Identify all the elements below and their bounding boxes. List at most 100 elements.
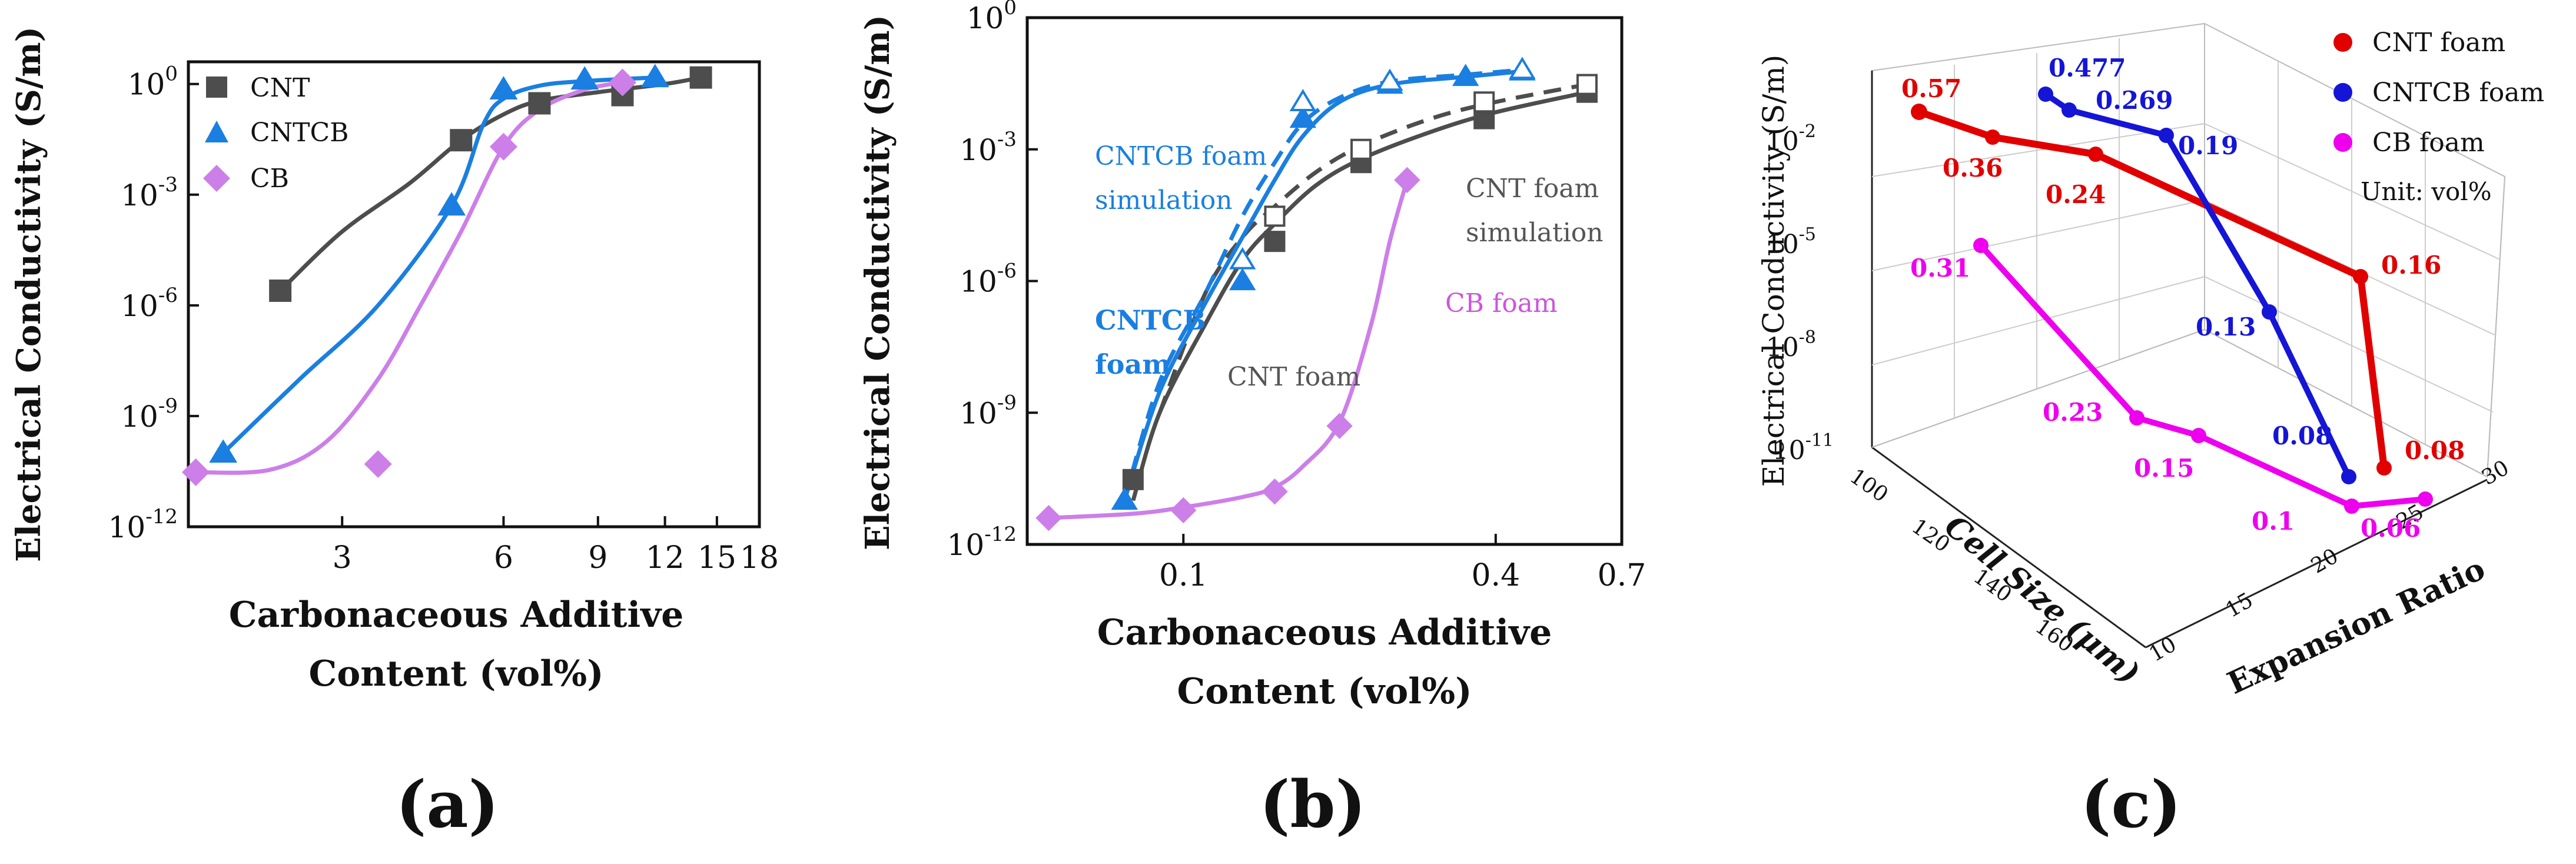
cb-foam-point-3	[2191, 428, 2206, 443]
data-point-cnt-foam-2	[1264, 231, 1286, 252]
cnt-foam-point-4	[2353, 269, 2368, 284]
data-point-cntcb-foam-simulation-1	[1229, 247, 1256, 270]
annotation-cntcb-foam-line2: foam	[1095, 348, 1171, 380]
data-point-cntcb-5	[640, 64, 669, 88]
panel-a-markers	[182, 64, 712, 486]
legend-cb-swatch	[203, 165, 230, 192]
expansion-tick-10: 10	[2145, 632, 2180, 666]
legend-cnt-foam-label: CNT foam	[2372, 28, 2505, 58]
data-point-cntcb-foam-5	[1452, 64, 1479, 87]
panel-label-a: (a)	[396, 766, 499, 842]
data-point-cntcb-4	[570, 66, 599, 90]
legend-cnt-label: CNT	[250, 73, 310, 103]
x-tick-label: 6	[494, 540, 513, 576]
cntcb-foam-point-3	[2159, 128, 2174, 143]
x-tick-label: 0.7	[1598, 558, 1646, 593]
data-point-cntcb-foam-simulation-4	[1509, 57, 1536, 79]
panel-a-ylabel: Electrical Conductivity (S/m)	[9, 26, 48, 562]
expansion-tick-20: 20	[2307, 544, 2342, 578]
cntcb-foam-label-4: 0.13	[2196, 313, 2256, 341]
fit-curve-cntcb	[221, 75, 655, 455]
cb-foam-point-1	[1973, 238, 1989, 253]
panel-c-z-ticks: 10-2 10-5 10-8 10-11	[1766, 121, 1834, 466]
cb-foam-label-5: 0.06	[2361, 514, 2421, 543]
fit-curve-cb-foam	[1048, 179, 1409, 520]
data-point-cb-foam-4	[1326, 413, 1353, 439]
y-tick-label: 100	[967, 0, 1017, 35]
panel-b-xlabel-line1: Carbonaceous Additive	[1097, 612, 1552, 653]
panel-b-y-ticks: 100 10-3 10-6 10-9 10-12	[947, 0, 1038, 562]
data-point-cnt-3	[528, 92, 551, 115]
panel-a-legend: CNT CNTCB CB	[203, 73, 349, 194]
y-tick-label: 100	[128, 62, 178, 102]
annotation-cntcb-foam-line1: CNTCB	[1095, 304, 1206, 336]
z-tick-1e-5: 10-5	[1766, 224, 1816, 260]
y-tick-label: 10-6	[960, 260, 1017, 299]
annotation-cntcb-sim-line1: CNTCB foam	[1095, 141, 1267, 171]
data-point-cb-1	[182, 458, 210, 486]
data-point-cb-4	[608, 68, 636, 97]
data-point-cb-foam-1	[1035, 504, 1062, 531]
cnt-foam-label-5: 0.08	[2405, 436, 2465, 465]
x-tick-label: 0.4	[1471, 558, 1520, 593]
panel-b-chart: 0.1 0.4 0.7 100 10-3 10-6 10-9 10-12 Electrica…	[858, 0, 1646, 712]
legend-cntcb-foam-label: CNTCB foam	[2372, 78, 2544, 108]
cntcb-foam-point-4	[2262, 304, 2277, 320]
data-point-cb-foam-2	[1170, 497, 1197, 524]
cb-foam-point-2	[2129, 410, 2145, 426]
cntcb-foam-label-2: 0.269	[2096, 86, 2173, 115]
annotation-cnt-sim-line2: simulation	[1466, 218, 1604, 248]
cell-size-tick-100: 100	[1845, 464, 1893, 507]
data-point-cnt-foam-simulation-4	[1576, 74, 1598, 95]
data-point-cnt-foam-simulation-3	[1473, 91, 1495, 113]
panel-b-ylabel: Electrical Conductivity (S/m)	[858, 15, 897, 550]
data-point-cnt-foam-simulation-2	[1350, 138, 1372, 160]
data-point-cnt-1	[269, 279, 292, 302]
cb-foam-label-3: 0.15	[2134, 454, 2194, 483]
y-tick-label: 10-6	[121, 284, 178, 323]
panel-a-xlabel-line2: Content (vol%)	[309, 653, 604, 694]
data-point-cntcb-foam-simulation-3	[1376, 68, 1403, 91]
data-point-cb-foam-3	[1262, 478, 1288, 505]
panel-a-y-ticks: 100 10-3 10-6 10-9 10-12	[108, 62, 199, 544]
panel-a-chart: 3 6 9 12 15 18 100 10-3 10-6 10-9 10-12 Electrica…	[9, 26, 779, 694]
panel-a-xlabel-line1: Carbonaceous Additive	[229, 594, 684, 636]
data-point-cntcb-3	[489, 76, 518, 99]
panel-c-cell-size-ticks: 100 120 140 160	[1845, 464, 2078, 657]
panel-b-markers	[1035, 57, 1598, 531]
panel-c-gridlines	[1871, 38, 2499, 444]
data-point-cnt-2	[450, 129, 473, 152]
cb-foam-label-2: 0.23	[2043, 398, 2103, 427]
x-tick-label: 18	[740, 540, 779, 576]
y-tick-label: 10-12	[108, 505, 178, 544]
series-cntcb-foam-points	[2038, 87, 2356, 484]
y-tick-label: 10-3	[121, 173, 178, 212]
panel-label-c: (c)	[2080, 766, 2181, 842]
data-point-cntcb-foam-1	[1111, 487, 1138, 510]
legend-cnt-foam-swatch	[2333, 33, 2352, 52]
series-cnt-foam-points	[1911, 104, 2392, 476]
y-tick-label: 10-3	[960, 128, 1017, 167]
cnt-foam-label-4: 0.16	[2381, 251, 2441, 280]
panel-b-fit-curves	[1048, 68, 1588, 520]
panel-c-legend: CNT foam CNTCB foam CB foam Unit: vol%	[2333, 28, 2544, 206]
panel-c-zlabel: Electrical Conductivity (S/m)	[1757, 55, 1791, 487]
y-tick-label: 10-9	[121, 394, 178, 434]
legend-cnt-swatch	[206, 77, 227, 98]
panel-a-axes-frame	[187, 60, 761, 529]
z-tick-1e-2: 10-2	[1766, 121, 1816, 157]
panel-b-xlabel-line2: Content (vol%)	[1177, 671, 1472, 712]
legend-cb-label: CB	[250, 164, 289, 194]
expansion-tick-30: 30	[2478, 456, 2513, 490]
annotation-cnt-sim-line1: CNT foam	[1466, 174, 1599, 204]
data-point-cntcb-2	[437, 192, 466, 216]
annotation-cnt-foam: CNT foam	[1227, 362, 1360, 392]
data-point-cnt-5	[689, 66, 712, 89]
fit-curve-cntcb-foam	[1122, 69, 1523, 501]
x-tick-label: 12	[646, 540, 685, 576]
annotation-cb-foam: CB foam	[1445, 288, 1558, 318]
legend-cb-foam-swatch	[2333, 133, 2352, 152]
data-point-cntcb-foam-2	[1229, 268, 1256, 291]
cntcb-foam-point-2	[2062, 102, 2077, 118]
data-point-cnt-foam-1	[1122, 468, 1144, 490]
